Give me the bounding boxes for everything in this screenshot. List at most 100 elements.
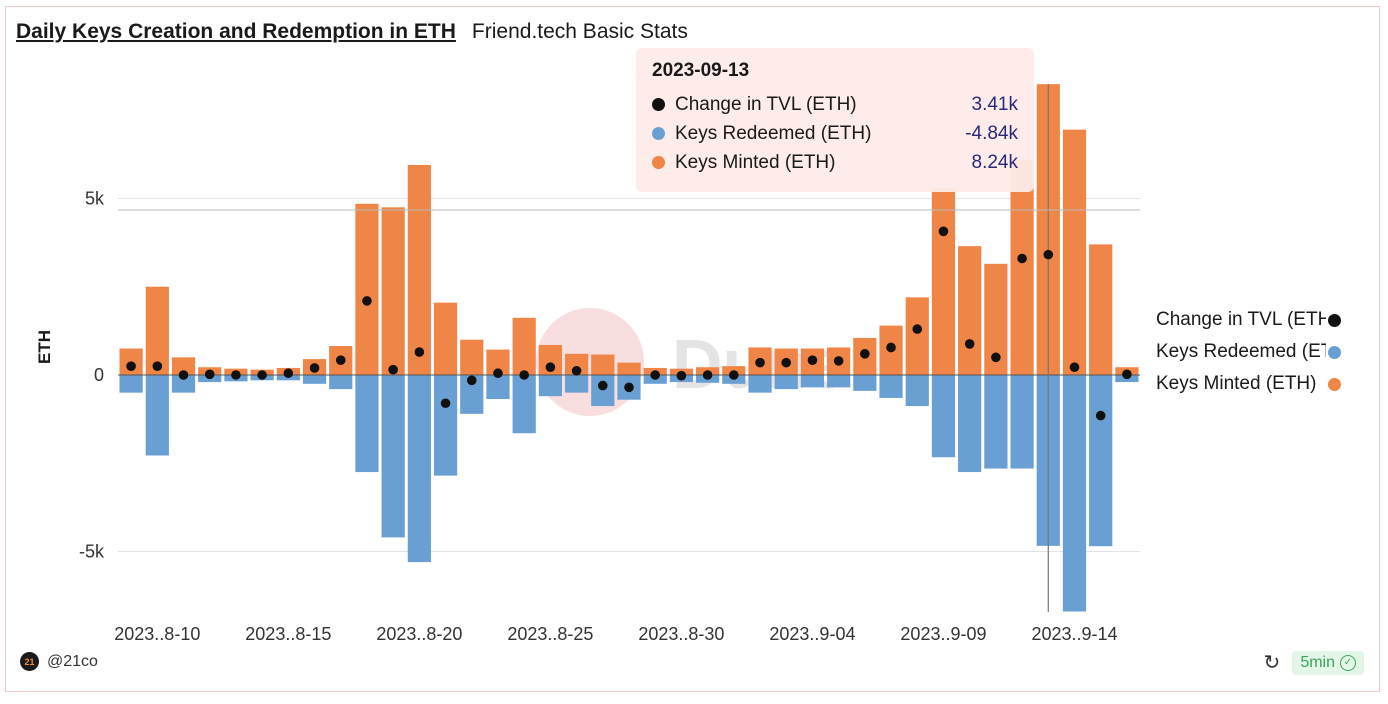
bar-redeemed[interactable]: [591, 375, 615, 407]
point-tvl[interactable]: [912, 324, 923, 334]
bar-redeemed[interactable]: [302, 375, 327, 384]
bar-redeemed[interactable]: [827, 375, 851, 388]
bar-redeemed[interactable]: [774, 375, 798, 390]
bar-minted[interactable]: [905, 297, 929, 375]
bar-redeemed[interactable]: [1089, 375, 1113, 547]
bar-minted[interactable]: [538, 344, 562, 375]
bar-minted[interactable]: [1010, 159, 1034, 375]
point-tvl[interactable]: [597, 380, 608, 391]
bar-redeemed[interactable]: [381, 375, 405, 538]
point-tvl[interactable]: [1017, 253, 1027, 264]
legend-item-redeemed[interactable]: Keys Redeemed (ETH): [1156, 336, 1356, 368]
point-tvl[interactable]: [493, 368, 503, 379]
y-tick-label: -5k: [79, 542, 105, 562]
bar-minted[interactable]: [407, 164, 431, 375]
point-tvl[interactable]: [283, 368, 294, 379]
chart-title-link[interactable]: Daily Keys Creation and Redemption in ET…: [16, 20, 456, 43]
bar-redeemed[interactable]: [748, 375, 772, 393]
bar-redeemed[interactable]: [171, 375, 196, 393]
point-tvl[interactable]: [729, 370, 739, 380]
bar-redeemed[interactable]: [879, 375, 903, 398]
bar-minted[interactable]: [171, 357, 196, 375]
bar-redeemed[interactable]: [1062, 375, 1087, 612]
bar-redeemed[interactable]: [931, 375, 956, 458]
point-tvl[interactable]: [414, 347, 425, 357]
point-tvl[interactable]: [1122, 369, 1132, 380]
point-tvl[interactable]: [650, 370, 661, 380]
bar-redeemed[interactable]: [984, 375, 1008, 469]
point-tvl[interactable]: [781, 357, 792, 368]
bar-redeemed[interactable]: [407, 375, 431, 563]
point-tvl[interactable]: [886, 342, 896, 353]
point-tvl[interactable]: [335, 355, 346, 365]
point-tvl[interactable]: [833, 356, 844, 366]
bar-minted[interactable]: [1089, 244, 1113, 375]
tooltip-value: 8.24k: [971, 151, 1018, 173]
bar-minted[interactable]: [512, 317, 536, 375]
refresh-icon[interactable]: ↻: [1263, 652, 1281, 674]
point-tvl[interactable]: [1095, 410, 1106, 421]
bar-redeemed[interactable]: [355, 375, 379, 473]
bar-minted[interactable]: [591, 354, 615, 375]
bar-minted[interactable]: [381, 207, 405, 375]
bar-minted[interactable]: [617, 362, 641, 375]
point-tvl[interactable]: [152, 361, 163, 371]
bar-redeemed[interactable]: [905, 375, 929, 407]
x-tick-label: 2023..9-14: [1031, 624, 1117, 644]
avatar: 21: [20, 652, 39, 671]
bar-redeemed[interactable]: [800, 375, 825, 388]
point-tvl[interactable]: [938, 226, 949, 237]
bar-minted[interactable]: [564, 353, 589, 375]
point-tvl[interactable]: [126, 361, 136, 371]
bar-minted[interactable]: [1062, 129, 1087, 375]
point-tvl[interactable]: [676, 370, 687, 381]
point-tvl[interactable]: [807, 355, 818, 365]
bar-minted[interactable]: [486, 349, 510, 375]
bar-redeemed[interactable]: [1010, 375, 1034, 469]
bar-minted[interactable]: [145, 286, 169, 375]
bar-minted[interactable]: [433, 302, 458, 375]
bar-minted[interactable]: [958, 246, 982, 375]
point-tvl[interactable]: [309, 363, 320, 373]
bar-redeemed[interactable]: [958, 375, 982, 473]
point-tvl[interactable]: [178, 370, 189, 380]
point-tvl[interactable]: [466, 375, 477, 386]
point-tvl[interactable]: [624, 382, 634, 393]
bar-redeemed[interactable]: [119, 375, 143, 393]
legend-item-minted[interactable]: Keys Minted (ETH): [1156, 368, 1356, 400]
bar-redeemed[interactable]: [564, 375, 589, 393]
bar-minted[interactable]: [931, 187, 956, 375]
point-tvl[interactable]: [388, 364, 398, 375]
bar-redeemed[interactable]: [145, 375, 169, 456]
bar-redeemed[interactable]: [433, 375, 458, 476]
bar-redeemed[interactable]: [460, 375, 484, 414]
point-tvl[interactable]: [257, 370, 267, 380]
point-tvl[interactable]: [204, 369, 215, 380]
x-tick-label: 2023..8-25: [507, 624, 593, 644]
point-tvl[interactable]: [519, 370, 529, 380]
bar-redeemed[interactable]: [486, 375, 510, 400]
point-tvl[interactable]: [964, 339, 975, 349]
point-tvl[interactable]: [362, 296, 372, 306]
point-tvl[interactable]: [991, 352, 1001, 363]
author-credit[interactable]: 21 @21co: [20, 652, 98, 671]
point-tvl[interactable]: [440, 398, 451, 409]
point-tvl[interactable]: [545, 362, 556, 373]
point-tvl[interactable]: [702, 370, 713, 380]
bar-redeemed[interactable]: [329, 375, 353, 390]
point-tvl[interactable]: [231, 370, 241, 380]
legend-item-tvl[interactable]: Change in TVL (ETH): [1156, 304, 1356, 336]
bar-minted[interactable]: [460, 339, 484, 375]
bar-redeemed[interactable]: [853, 375, 877, 391]
x-tick-label: 2023..8-10: [114, 624, 200, 644]
bar-redeemed[interactable]: [538, 375, 562, 397]
point-tvl[interactable]: [571, 365, 582, 376]
bar-minted[interactable]: [355, 203, 379, 375]
point-tvl[interactable]: [1043, 249, 1054, 260]
point-tvl[interactable]: [755, 357, 765, 368]
point-tvl[interactable]: [860, 349, 870, 359]
point-tvl[interactable]: [1069, 362, 1080, 373]
bar-redeemed[interactable]: [512, 375, 536, 434]
bar-minted[interactable]: [984, 263, 1008, 375]
